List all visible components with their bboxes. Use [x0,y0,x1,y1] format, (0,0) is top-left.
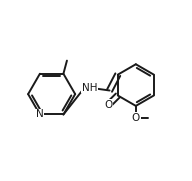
Text: N: N [36,110,44,119]
Text: NH: NH [82,83,97,93]
Text: O: O [132,113,140,123]
Text: O: O [104,100,113,110]
